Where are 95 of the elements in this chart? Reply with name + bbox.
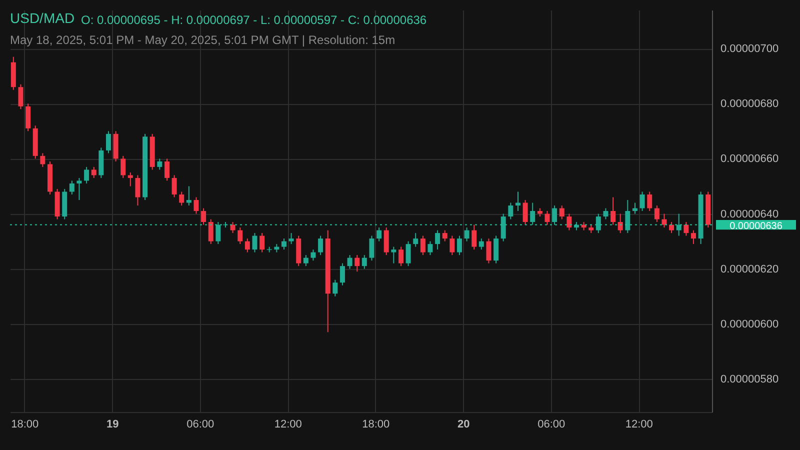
chart-title: USD/MAD xyxy=(10,10,75,26)
candlestick xyxy=(76,177,82,200)
candlestick xyxy=(26,103,31,132)
candlestick xyxy=(106,130,111,154)
x-tick-label: 06:00 xyxy=(186,418,214,430)
candlestick xyxy=(18,84,24,110)
candlestick xyxy=(91,166,96,178)
candlestick xyxy=(362,254,367,270)
candlestick xyxy=(244,238,250,253)
candlestick xyxy=(230,222,236,234)
candlestick xyxy=(238,227,243,245)
candlestick xyxy=(450,235,455,256)
candlestick xyxy=(515,191,520,212)
x-tick-label: 18:00 xyxy=(11,418,39,430)
y-tick-label: 0.00000700 xyxy=(720,43,779,56)
x-tick-label: 12:00 xyxy=(625,418,653,430)
candlestick xyxy=(135,174,140,206)
candlestick xyxy=(406,240,411,267)
candlestick xyxy=(194,196,199,214)
candlestick xyxy=(559,204,564,220)
candlestick xyxy=(69,180,74,195)
candlestick xyxy=(566,213,572,231)
candlestick xyxy=(669,222,674,234)
candlestick xyxy=(603,208,608,220)
candlestick xyxy=(216,222,221,245)
candlestick xyxy=(201,208,206,226)
y-tick-label: 0.00000580 xyxy=(720,373,779,386)
candlestick xyxy=(128,172,133,187)
x-tick-label: 19 xyxy=(106,418,119,430)
candlestick xyxy=(84,166,90,184)
y-tick-label: 0.00000680 xyxy=(720,98,779,110)
candlestick xyxy=(391,246,396,264)
candlestick xyxy=(179,191,184,206)
candlestick xyxy=(494,235,499,264)
x-tick-label: 20 xyxy=(458,418,470,430)
candlestick xyxy=(552,204,558,226)
y-tick-label: 0.00000600 xyxy=(720,318,779,330)
annotation: O: 0.00000695 - H: 0.00000697 - L: 0.00000597 - C: 0.00000636 xyxy=(81,13,427,27)
text: May 18, 2025, 5:01 PM - May 20, 2025, 5:01 PM GMT | Resolution: 15m xyxy=(10,33,396,47)
candlestick xyxy=(654,204,660,223)
candlestick xyxy=(252,232,258,253)
candlestick xyxy=(486,238,492,264)
candlestick xyxy=(40,152,46,168)
candlestick xyxy=(435,230,440,250)
candlestick xyxy=(384,227,389,256)
candlestick xyxy=(625,199,630,234)
candlestick xyxy=(442,230,448,242)
candlestick xyxy=(647,191,652,212)
candlestick xyxy=(398,246,404,267)
candlestick xyxy=(596,213,601,234)
candlestick xyxy=(544,210,550,226)
candlestick xyxy=(303,254,308,267)
candlestick xyxy=(428,240,433,256)
candlestick xyxy=(260,232,265,253)
candlestick xyxy=(662,213,667,228)
candlestick xyxy=(690,230,696,245)
candlestick xyxy=(610,196,616,226)
candlestick xyxy=(376,227,382,242)
y-tick-label: 0.00000660 xyxy=(720,153,779,166)
candlestick xyxy=(413,232,418,248)
candlestick xyxy=(340,262,345,286)
candlestick xyxy=(120,155,126,178)
candlestick xyxy=(478,238,484,250)
x-tick-label: 18:00 xyxy=(362,418,390,430)
candlestick xyxy=(522,199,528,226)
candlestick xyxy=(640,191,645,212)
x-tick-label: 06:00 xyxy=(538,418,566,430)
candlestick xyxy=(369,235,374,262)
candlestick xyxy=(684,222,689,236)
candlestick xyxy=(318,235,324,256)
candlestick xyxy=(332,279,338,297)
candlestick xyxy=(456,235,462,256)
candlestick xyxy=(281,238,286,250)
candlestick xyxy=(208,218,214,245)
y-tick-label: 0.00000640 xyxy=(720,208,779,220)
candlestick xyxy=(500,213,506,242)
candlestick xyxy=(310,249,316,262)
candlestick xyxy=(157,158,162,170)
candlestick xyxy=(618,213,623,234)
ref-line-label: 0.00000636 xyxy=(730,220,783,232)
candlestick xyxy=(508,202,514,220)
candlestick xyxy=(186,186,192,206)
candlestick xyxy=(676,213,682,236)
x-tick-label: 12:00 xyxy=(274,418,302,430)
candlestick xyxy=(288,232,294,245)
y-tick-label: 0.00000620 xyxy=(720,263,779,276)
candlestick xyxy=(347,254,352,270)
candlestick xyxy=(530,202,536,226)
candlestick xyxy=(464,227,470,242)
candlestick xyxy=(632,202,638,214)
candlestick xyxy=(172,174,177,198)
candlestick xyxy=(420,235,426,256)
candlestick xyxy=(472,224,477,250)
candlestick xyxy=(354,254,360,272)
candlestick xyxy=(164,158,170,182)
